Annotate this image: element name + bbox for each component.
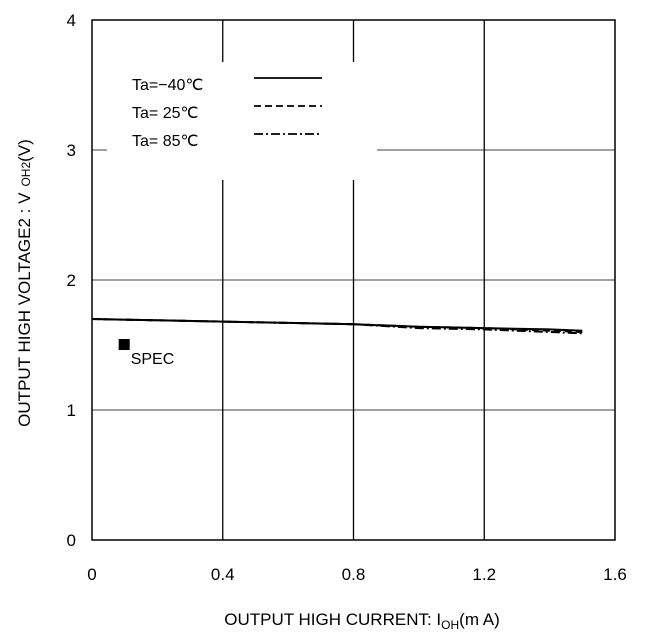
legend: Ta=−40℃ Ta= 25℃ Ta= 85℃	[107, 62, 377, 180]
x-axis-title: OUTPUT HIGH CURRENT: IOH(m A)	[224, 610, 500, 632]
y-tick-label: 4	[67, 11, 76, 30]
x-tick-label: 1.2	[472, 565, 496, 584]
series-lines	[91, 318, 583, 335]
annotations: SPEC	[118, 339, 175, 368]
x-tick-label: 0.8	[342, 565, 366, 584]
x-tick-label: 0.4	[211, 565, 235, 584]
x-tick-label: 1.6	[603, 565, 627, 584]
spec-marker	[118, 339, 130, 350]
x-tick-label: 0	[87, 565, 96, 584]
spec-label: SPEC	[131, 351, 175, 368]
y-axis-title-tail: (V)	[15, 139, 34, 162]
x-axis-title-tail: (m A)	[459, 610, 500, 629]
legend-label: Ta= 85℃	[132, 133, 198, 150]
y-tick-label: 2	[67, 271, 76, 290]
y-axis-title: OUTPUT HIGH VOLTAGE2 : V OH2(V)	[15, 139, 34, 427]
plot-frame	[91, 19, 616, 541]
y-axis-title-sub: OH2	[19, 162, 33, 187]
legend-box	[107, 62, 377, 180]
y-tick-labels: 0 1 2 3 4	[67, 11, 76, 550]
series-line	[91, 318, 583, 333]
y-tick-label: 3	[67, 141, 76, 160]
y-tick-label: 1	[67, 401, 76, 420]
y-tick-label: 0	[67, 531, 76, 550]
legend-label: Ta=−40℃	[132, 77, 203, 94]
x-tick-labels: 0 0.4 0.8 1.2 1.6	[87, 565, 627, 584]
series-line	[91, 318, 583, 335]
y-axis-title-main: OUTPUT HIGH VOLTAGE2 : V	[15, 192, 34, 427]
x-axis-title-sub: OH	[441, 618, 459, 632]
x-axis-title-main: OUTPUT HIGH CURRENT: I	[224, 610, 441, 629]
legend-label: Ta= 25℃	[132, 105, 198, 122]
